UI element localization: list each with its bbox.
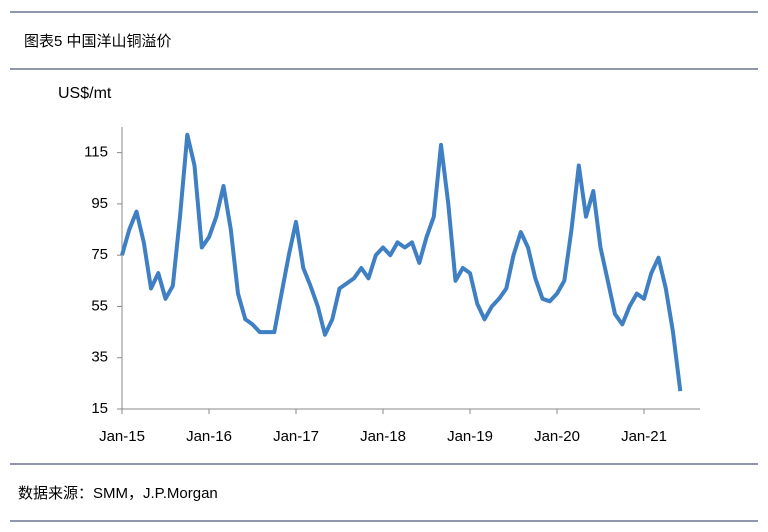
x-tick-label: Jan-17 [273, 428, 319, 445]
y-tick-label: 15 [91, 400, 108, 417]
y-tick-label: 115 [84, 144, 108, 161]
y-tick-label: 75 [91, 246, 108, 263]
x-tick-label: Jan-21 [621, 428, 667, 445]
data-line [120, 132, 683, 392]
y-tick-label: 55 [91, 297, 108, 314]
y-axis-label: US$/mt [58, 85, 112, 102]
y-tick-label: 35 [91, 349, 108, 366]
x-tick-label: Jan-15 [99, 428, 145, 445]
y-tick-label: 95 [91, 195, 108, 212]
chart-title: 图表5 中国洋山铜溢价 [24, 33, 172, 50]
x-tick-label: Jan-19 [447, 428, 493, 445]
x-tick-label: Jan-18 [360, 428, 406, 445]
x-tick-label: Jan-16 [186, 428, 232, 445]
source: 数据来源：SMM，J.P.Morgan [18, 485, 218, 502]
x-tick-label: Jan-20 [534, 428, 580, 445]
